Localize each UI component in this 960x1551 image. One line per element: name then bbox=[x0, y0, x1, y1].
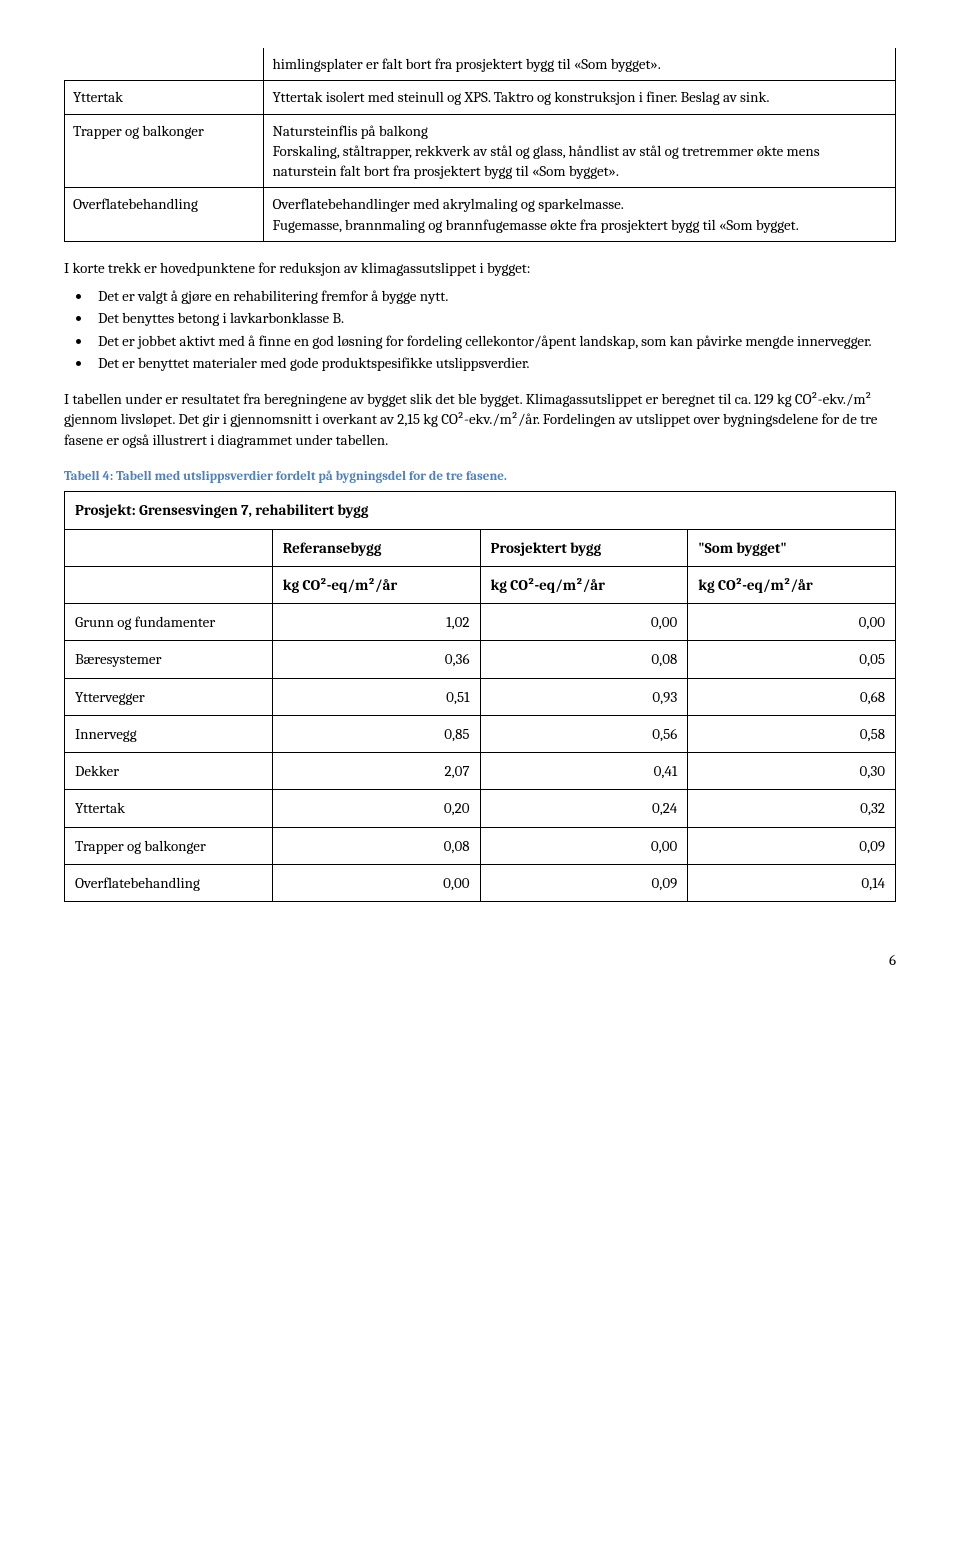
table-caption: Tabell 4: Tabell med utslippsverdier for… bbox=[64, 468, 896, 486]
cell-value: 0,08 bbox=[272, 827, 480, 864]
cell-value: 0,56 bbox=[480, 715, 688, 752]
top-empty-cell bbox=[65, 48, 264, 81]
cell-value: 0,41 bbox=[480, 753, 688, 790]
unit-built: kg CO²-eq/m²/år bbox=[688, 566, 896, 603]
row-label: Innervegg bbox=[65, 715, 273, 752]
emissions-table: Prosjekt: Grensesvingen 7, rehabilitert … bbox=[64, 491, 896, 902]
unit-blank bbox=[65, 566, 273, 603]
list-item: Det er jobbet aktivt med å finne en god … bbox=[92, 331, 896, 351]
cell-value: 0,14 bbox=[688, 864, 896, 901]
cell-value: 0,00 bbox=[480, 827, 688, 864]
header-blank bbox=[65, 529, 273, 566]
cell-value: 1,02 bbox=[272, 604, 480, 641]
row-label: Overflatebehandling bbox=[65, 864, 273, 901]
cell-value: 0,51 bbox=[272, 678, 480, 715]
list-item: Det benyttes betong i lavkarbonklasse B. bbox=[92, 308, 896, 328]
row-label: Grunn og fundamenter bbox=[65, 604, 273, 641]
row-desc: Yttertak isolert med steinull og XPS. Ta… bbox=[264, 81, 896, 114]
top-continuation-cell: himlingsplater er falt bort fra prosjekt… bbox=[264, 48, 896, 81]
intro-paragraph: I korte trekk er hovedpunktene for reduk… bbox=[64, 258, 896, 278]
list-item: Det er valgt å gjøre en rehabilitering f… bbox=[92, 286, 896, 306]
row-label: Yttertak bbox=[65, 81, 264, 114]
header-ref: Referansebygg bbox=[272, 529, 480, 566]
cell-value: 0,32 bbox=[688, 790, 896, 827]
cell-value: 0,58 bbox=[688, 715, 896, 752]
cell-value: 0,00 bbox=[688, 604, 896, 641]
header-built: "Som bygget" bbox=[688, 529, 896, 566]
cell-value: 0,20 bbox=[272, 790, 480, 827]
cell-value: 0,68 bbox=[688, 678, 896, 715]
row-label: Yttertak bbox=[65, 790, 273, 827]
cell-value: 0,93 bbox=[480, 678, 688, 715]
cell-value: 0,05 bbox=[688, 641, 896, 678]
table-row: Yttertak 0,20 0,24 0,32 bbox=[65, 790, 896, 827]
list-item: Det er benyttet materialer med gode prod… bbox=[92, 353, 896, 373]
cell-value: 0,36 bbox=[272, 641, 480, 678]
bullet-list: Det er valgt å gjøre en rehabilitering f… bbox=[92, 286, 896, 373]
header-proj: Prosjektert bygg bbox=[480, 529, 688, 566]
table-title: Prosjekt: Grensesvingen 7, rehabilitert … bbox=[65, 492, 896, 529]
table-row: Dekker 2,07 0,41 0,30 bbox=[65, 753, 896, 790]
row-label: Dekker bbox=[65, 753, 273, 790]
table-row: Trapper og balkonger 0,08 0,00 0,09 bbox=[65, 827, 896, 864]
cell-value: 0,00 bbox=[272, 864, 480, 901]
row-desc: Natursteinflis på balkong Forskaling, st… bbox=[264, 114, 896, 188]
table-row: Overflatebehandling 0,00 0,09 0,14 bbox=[65, 864, 896, 901]
row-label: Yttervegger bbox=[65, 678, 273, 715]
table-row: Bæresystemer 0,36 0,08 0,05 bbox=[65, 641, 896, 678]
row-label: Trapper og balkonger bbox=[65, 827, 273, 864]
results-paragraph: I tabellen under er resultatet fra bereg… bbox=[64, 389, 896, 450]
row-label: Trapper og balkonger bbox=[65, 114, 264, 188]
cell-value: 2,07 bbox=[272, 753, 480, 790]
row-label: Bæresystemer bbox=[65, 641, 273, 678]
cell-value: 0,08 bbox=[480, 641, 688, 678]
table-row: Yttervegger 0,51 0,93 0,68 bbox=[65, 678, 896, 715]
cell-value: 0,24 bbox=[480, 790, 688, 827]
cell-value: 0,09 bbox=[688, 827, 896, 864]
cell-value: 0,09 bbox=[480, 864, 688, 901]
unit-proj: kg CO²-eq/m²/år bbox=[480, 566, 688, 603]
cell-value: 0,85 bbox=[272, 715, 480, 752]
cell-value: 0,30 bbox=[688, 753, 896, 790]
unit-ref: kg CO²-eq/m²/år bbox=[272, 566, 480, 603]
table-row: Innervegg 0,85 0,56 0,58 bbox=[65, 715, 896, 752]
cell-value: 0,00 bbox=[480, 604, 688, 641]
component-description-table: himlingsplater er falt bort fra prosjekt… bbox=[64, 48, 896, 242]
row-label: Overflatebehandling bbox=[65, 188, 264, 242]
table-row: Grunn og fundamenter 1,02 0,00 0,00 bbox=[65, 604, 896, 641]
row-desc: Overflatebehandlinger med akrylmaling og… bbox=[264, 188, 896, 242]
page-number: 6 bbox=[64, 950, 896, 970]
